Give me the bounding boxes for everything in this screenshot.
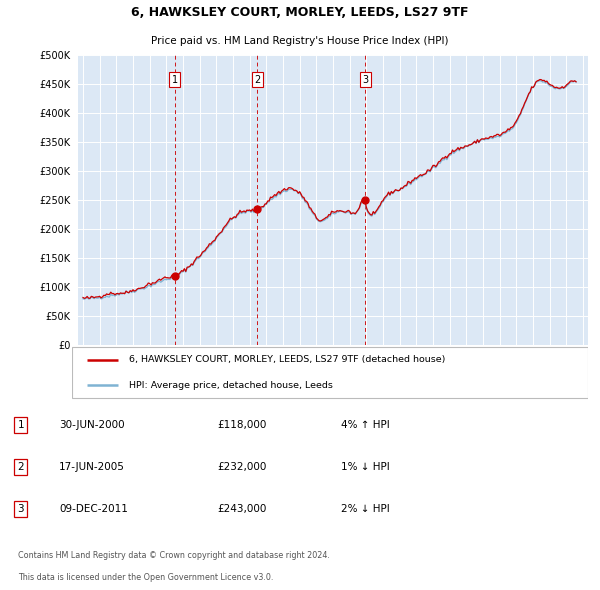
Text: This data is licensed under the Open Government Licence v3.0.: This data is licensed under the Open Gov… xyxy=(18,573,273,582)
Text: 1: 1 xyxy=(17,420,24,430)
Text: 2% ↓ HPI: 2% ↓ HPI xyxy=(341,504,390,514)
Text: £118,000: £118,000 xyxy=(218,420,267,430)
Text: 1: 1 xyxy=(172,75,178,84)
Text: 4% ↑ HPI: 4% ↑ HPI xyxy=(341,420,390,430)
Text: 30-JUN-2000: 30-JUN-2000 xyxy=(59,420,125,430)
Text: 6, HAWKSLEY COURT, MORLEY, LEEDS, LS27 9TF: 6, HAWKSLEY COURT, MORLEY, LEEDS, LS27 9… xyxy=(131,5,469,19)
Text: £232,000: £232,000 xyxy=(218,462,267,472)
Text: 2: 2 xyxy=(254,75,260,84)
Text: 17-JUN-2005: 17-JUN-2005 xyxy=(59,462,125,472)
Text: 3: 3 xyxy=(17,504,24,514)
Text: 1% ↓ HPI: 1% ↓ HPI xyxy=(341,462,390,472)
Text: Contains HM Land Registry data © Crown copyright and database right 2024.: Contains HM Land Registry data © Crown c… xyxy=(18,552,329,560)
Text: 3: 3 xyxy=(362,75,368,84)
Text: HPI: Average price, detached house, Leeds: HPI: Average price, detached house, Leed… xyxy=(129,381,332,389)
Text: 6, HAWKSLEY COURT, MORLEY, LEEDS, LS27 9TF (detached house): 6, HAWKSLEY COURT, MORLEY, LEEDS, LS27 9… xyxy=(129,355,445,365)
Text: 09-DEC-2011: 09-DEC-2011 xyxy=(59,504,128,514)
Text: £243,000: £243,000 xyxy=(218,504,267,514)
Text: Price paid vs. HM Land Registry's House Price Index (HPI): Price paid vs. HM Land Registry's House … xyxy=(151,36,449,46)
Text: 2: 2 xyxy=(17,462,24,472)
